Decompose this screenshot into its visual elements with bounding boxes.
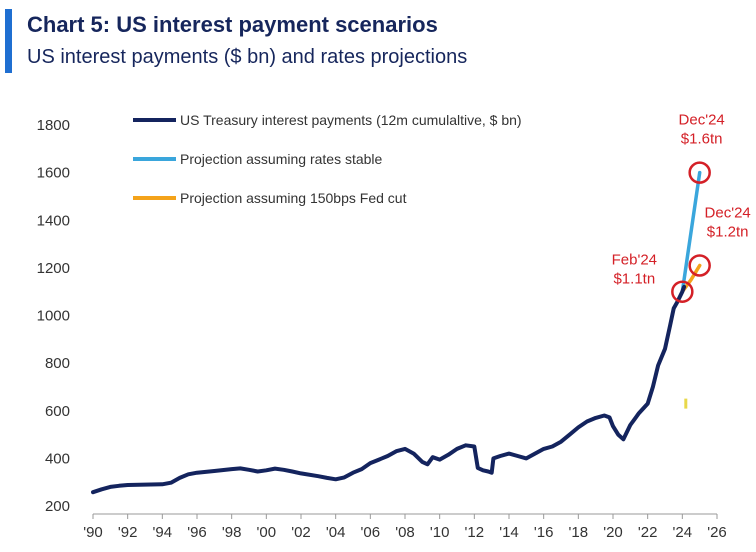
x-tick-label: '90 bbox=[83, 524, 103, 541]
x-tick-label: '10 bbox=[430, 524, 450, 541]
x-tick-label: '24 bbox=[673, 524, 693, 541]
annotation-label: Dec'24 bbox=[679, 112, 725, 129]
x-tick-label: '02 bbox=[291, 524, 311, 541]
legend-label-stable: Projection assuming rates stable bbox=[180, 151, 383, 167]
annotation-circle bbox=[688, 161, 711, 184]
accent-bar bbox=[5, 9, 12, 73]
annotation-label: Dec'24 bbox=[705, 204, 751, 221]
x-tick-label: '18 bbox=[569, 524, 589, 541]
annotation-value: $1.1tn bbox=[613, 271, 655, 288]
x-tick-label: '96 bbox=[187, 524, 207, 541]
y-tick-label: 1400 bbox=[37, 212, 70, 229]
series-line-actual bbox=[91, 284, 687, 495]
x-tick-label: '92 bbox=[118, 524, 138, 541]
annotation-circle bbox=[671, 280, 694, 303]
y-tick-label: 200 bbox=[45, 498, 70, 515]
x-tick-label: '06 bbox=[361, 524, 381, 541]
x-tick-label: '20 bbox=[603, 524, 623, 541]
chart-subtitle: US interest payments ($ bn) and rates pr… bbox=[27, 46, 468, 68]
y-tick-label: 800 bbox=[45, 355, 70, 372]
x-tick-label: '12 bbox=[465, 524, 485, 541]
annotation-value: $1.2tn bbox=[707, 223, 749, 240]
legend-label-cut: Projection assuming 150bps Fed cut bbox=[180, 190, 407, 206]
x-tick-label: '14 bbox=[499, 524, 519, 541]
chart-title: Chart 5: US interest payment scenarios bbox=[27, 12, 438, 37]
marker-dash bbox=[684, 398, 688, 409]
x-tick-label: '00 bbox=[257, 524, 277, 541]
x-tick-label: '04 bbox=[326, 524, 346, 541]
series-line-stable bbox=[680, 170, 702, 294]
y-tick-label: 600 bbox=[45, 403, 70, 420]
y-tick-label: 1600 bbox=[37, 165, 70, 182]
y-tick-label: 1800 bbox=[37, 117, 70, 134]
x-tick-label: '98 bbox=[222, 524, 242, 541]
x-tick-label: '22 bbox=[638, 524, 658, 541]
x-tick-label: '94 bbox=[153, 524, 173, 541]
annotation-circle bbox=[688, 254, 711, 277]
legend-label-actual: US Treasury interest payments (12m cumul… bbox=[180, 112, 522, 128]
x-tick-label: '26 bbox=[707, 524, 727, 541]
y-tick-label: 1200 bbox=[37, 260, 70, 277]
y-tick-label: 1000 bbox=[37, 308, 70, 325]
y-tick-label: 400 bbox=[45, 450, 70, 467]
annotation-label: Feb'24 bbox=[612, 252, 657, 269]
x-tick-label: '08 bbox=[395, 524, 415, 541]
annotation-value: $1.6tn bbox=[681, 131, 723, 148]
x-tick-label: '16 bbox=[534, 524, 554, 541]
